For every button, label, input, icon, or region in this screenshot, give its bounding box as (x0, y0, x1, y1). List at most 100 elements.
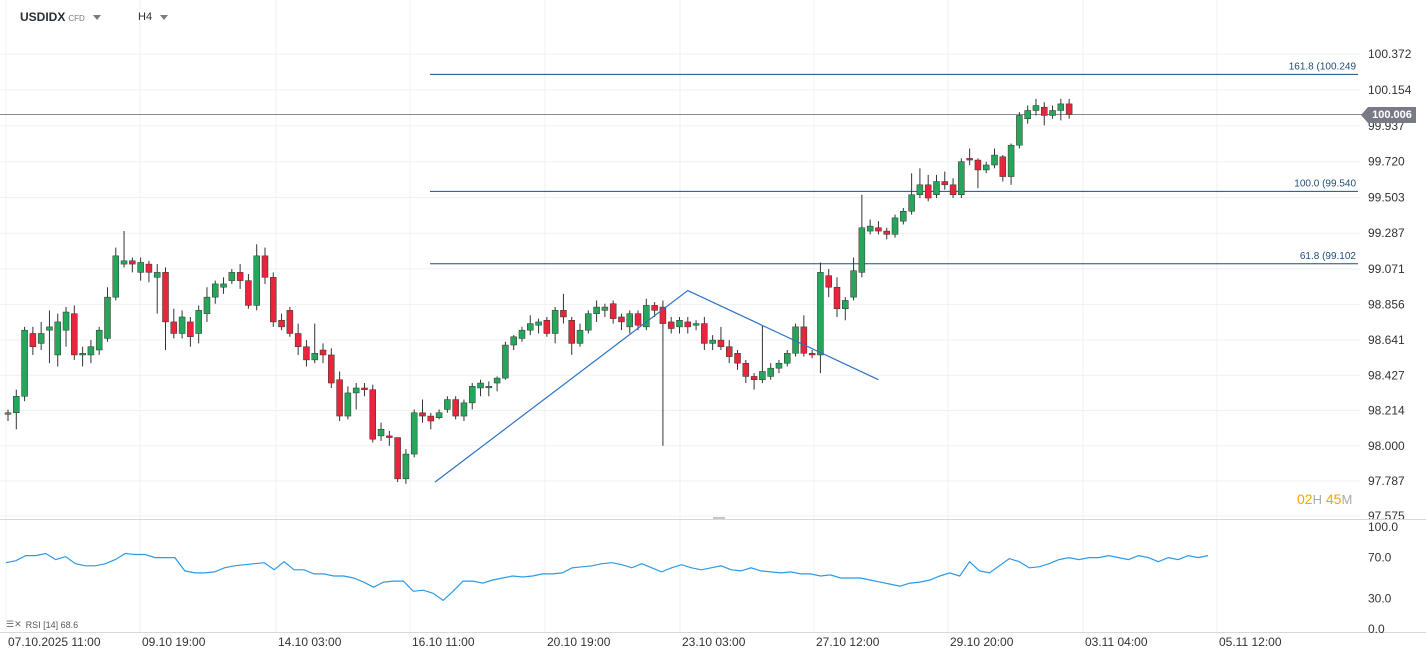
countdown-minutes-unit: M (1341, 492, 1353, 507)
candle-body (21, 329, 28, 397)
candle-body (527, 323, 534, 331)
x-tick-label: 03.11 04:00 (1085, 635, 1148, 649)
candle-body (435, 412, 443, 418)
candle-body (966, 158, 973, 161)
candle-body (643, 305, 650, 328)
candle-body (4, 412, 12, 415)
x-tick-label: 20.10 19:00 (547, 635, 611, 649)
candle-body (311, 353, 318, 361)
timeframe-selector[interactable]: H4 (138, 6, 169, 28)
candle-body (328, 354, 335, 384)
candle-body (170, 321, 178, 334)
candle-body (270, 277, 277, 323)
candle-body (560, 310, 567, 318)
candle-body (634, 313, 642, 326)
candle-body (319, 349, 327, 356)
candle-body (626, 313, 633, 328)
countdown-hours: 02 (1297, 491, 1313, 507)
candle-body (585, 313, 592, 331)
candle-body (601, 306, 609, 311)
candle-body (842, 300, 849, 309)
candle-body (29, 333, 37, 347)
y-tick-label: 100.372 (1368, 47, 1412, 61)
y-tick-label: 98.000 (1368, 439, 1405, 453)
fib-level-label: 161.8 (100.249 (1289, 61, 1357, 72)
trend-line (434, 289, 879, 483)
y-tick-label: 97.787 (1368, 474, 1405, 488)
candle-body (294, 333, 302, 347)
candle-body (659, 306, 667, 324)
candle-body (394, 437, 401, 480)
candle-body (974, 159, 982, 171)
candle-body (344, 392, 352, 417)
y-tick-label: 100.154 (1368, 83, 1412, 97)
candle-body (452, 399, 459, 417)
x-tick-label: 23.10 03:00 (682, 635, 746, 649)
candle-body (153, 272, 161, 278)
candle-body (576, 329, 584, 344)
candle-body (759, 371, 766, 380)
candle-body (609, 303, 617, 319)
candle-body (54, 321, 61, 356)
chevron-down-icon (92, 14, 101, 20)
rsi-legend[interactable]: ☰✕ RSI [14] 68.6 (6, 619, 78, 630)
candle-body (1016, 115, 1023, 146)
candle-body (37, 333, 45, 344)
candle-body (212, 283, 219, 298)
candle-body (734, 353, 741, 364)
candle-body (386, 435, 393, 438)
rsi-tick-label: 0.0 (1368, 622, 1385, 636)
candle-body (916, 184, 924, 195)
candle-body (750, 376, 758, 380)
candle-body (427, 415, 435, 422)
candle-body (46, 326, 53, 331)
candle-body (120, 260, 128, 265)
timeframe-label: H4 (138, 11, 153, 23)
symbol-type: CFD (68, 13, 85, 23)
candle-body (502, 344, 509, 379)
x-tick-label: 29.10 20:00 (950, 635, 1014, 649)
candle-body (145, 263, 153, 273)
candle-body (1049, 110, 1056, 116)
candle-body (485, 386, 493, 389)
candle-body (228, 272, 236, 281)
candle-body (618, 316, 625, 323)
candle-body (468, 386, 476, 404)
candle-body (933, 181, 940, 195)
rsi-legend-text: RSI [14] 68.6 (25, 619, 79, 630)
pane-resize-handle[interactable] (713, 517, 725, 519)
candle-body (535, 321, 542, 326)
candle-body (676, 320, 683, 328)
candle-body (87, 346, 95, 356)
candle-body (369, 389, 377, 440)
candle-body (253, 255, 260, 306)
candle-body (79, 353, 86, 356)
candle-body (900, 210, 907, 222)
candle-body (958, 161, 965, 195)
symbol-name: USDIDX (20, 10, 66, 24)
y-tick-label: 98.214 (1368, 403, 1405, 417)
y-tick-label: 99.071 (1368, 262, 1405, 276)
candle-body (949, 184, 957, 195)
candle-body (709, 339, 716, 344)
candle-body (742, 362, 750, 377)
candle-body (924, 184, 932, 199)
candle-body (178, 316, 186, 334)
indicator-settings-icon[interactable]: ☰✕ (6, 619, 22, 629)
current-price-tag: 100.006 (1361, 107, 1416, 123)
candle-body (651, 305, 658, 311)
candle-body (444, 399, 451, 410)
countdown-minutes: 45 (1325, 491, 1342, 507)
symbol-selector[interactable]: USDIDX CFD (20, 6, 101, 28)
x-tick-label: 07.10.2025 11:00 (8, 635, 101, 649)
candle-body (543, 320, 551, 334)
candle-body (402, 453, 410, 480)
candle-body (784, 353, 791, 364)
candle-body (825, 275, 832, 288)
candle-body (1007, 144, 1015, 177)
chevron-down-icon (160, 14, 169, 20)
y-tick-label: 98.641 (1368, 333, 1405, 347)
candle-body (875, 227, 882, 232)
candle-body (13, 395, 20, 414)
